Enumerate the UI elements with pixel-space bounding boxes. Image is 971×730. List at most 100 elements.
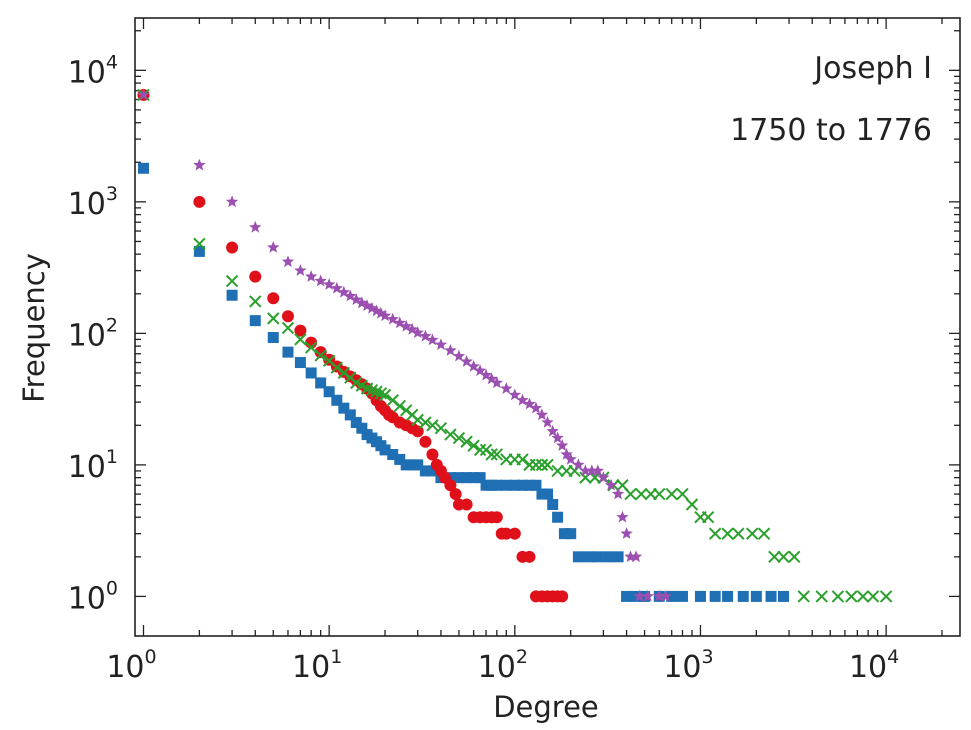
data-point-square <box>379 444 391 456</box>
data-point-x <box>746 527 759 540</box>
data-point-star <box>294 264 307 276</box>
data-point-square <box>480 479 492 491</box>
data-point-square <box>737 590 749 602</box>
y-tick-label: 102 <box>68 314 118 353</box>
x-tick-label: 104 <box>849 646 899 685</box>
data-point-square <box>249 315 261 327</box>
data-point-star <box>322 278 336 290</box>
data-point-square <box>530 479 542 491</box>
data-point-x <box>426 419 439 432</box>
data-point-square <box>315 377 327 389</box>
annotation-2: 1750 to 1776 <box>730 113 932 148</box>
data-point-x <box>460 435 473 448</box>
data-point-star <box>444 344 457 356</box>
data-point-x <box>294 333 307 346</box>
data-point-star <box>386 312 399 325</box>
data-point-star <box>653 589 666 602</box>
data-point-square <box>419 465 431 477</box>
data-point-x <box>541 458 554 472</box>
data-point-circle <box>294 324 307 337</box>
data-point-square <box>603 551 615 563</box>
data-point-star <box>659 589 672 602</box>
data-point-x <box>434 422 448 435</box>
data-point-star <box>350 293 363 306</box>
data-point-square <box>474 472 486 484</box>
data-point-x <box>665 487 678 501</box>
data-point-x <box>516 453 529 466</box>
data-point-star <box>551 431 564 444</box>
y-tick-label: 100 <box>68 577 118 616</box>
data-point-square <box>468 472 480 484</box>
x-tick-label: 103 <box>663 646 713 685</box>
data-point-star <box>516 393 529 406</box>
data-point-star <box>405 323 419 335</box>
data-point-square <box>765 590 777 602</box>
data-point-square <box>516 479 528 491</box>
data-point-x <box>757 527 771 540</box>
data-point-star <box>523 397 536 410</box>
data-point-x <box>708 527 722 540</box>
data-point-x <box>653 487 666 501</box>
data-point-x <box>337 366 351 380</box>
data-point-square <box>572 551 584 563</box>
data-point-x <box>535 458 549 472</box>
data-point-x <box>444 428 457 441</box>
data-point-star <box>633 589 646 602</box>
data-point-star <box>479 368 493 381</box>
data-point-square <box>552 511 564 523</box>
data-point-star <box>330 281 344 294</box>
data-point-star <box>249 220 262 233</box>
data-point-x <box>467 439 480 452</box>
data-point-x <box>676 487 689 501</box>
data-point-square <box>294 357 306 369</box>
data-point-square <box>323 386 335 398</box>
data-point-square <box>344 409 356 421</box>
data-point-x <box>304 341 318 354</box>
data-point-star <box>529 401 543 414</box>
data-point-square <box>709 590 721 602</box>
data-point-square <box>621 590 633 602</box>
data-point-x <box>721 527 734 540</box>
data-point-x <box>378 388 392 402</box>
data-point-square <box>565 528 577 540</box>
data-point-square <box>387 448 399 460</box>
data-point-circle <box>226 241 239 254</box>
data-point-x <box>281 321 295 335</box>
data-point-x <box>411 413 424 427</box>
data-point-star <box>411 326 424 339</box>
data-point-square <box>350 417 362 429</box>
data-point-circle <box>556 590 569 603</box>
data-point-square <box>356 422 368 434</box>
plot-frame <box>134 17 961 637</box>
data-point-star <box>473 364 487 376</box>
data-point-star <box>560 447 573 460</box>
data-point-circle <box>444 479 457 492</box>
data-point-square <box>612 551 624 563</box>
data-point-square <box>676 590 688 602</box>
data-point-circle <box>249 270 262 283</box>
data-marks <box>137 88 893 603</box>
data-point-circle <box>508 527 521 540</box>
data-point-star <box>344 289 357 302</box>
data-point-square <box>509 479 521 491</box>
data-point-star <box>467 359 480 372</box>
data-point-x <box>685 498 699 511</box>
data-point-circle <box>193 195 206 208</box>
data-point-square <box>331 394 343 406</box>
data-point-star <box>620 527 633 539</box>
data-point-star <box>579 464 592 477</box>
data-point-x <box>485 448 498 461</box>
data-point-circle <box>419 435 432 448</box>
x-tick-label: 100 <box>106 646 156 685</box>
data-point-star <box>546 424 559 437</box>
data-point-x <box>797 590 810 603</box>
data-point-x <box>831 590 845 603</box>
data-point-circle <box>523 550 536 563</box>
data-point-x <box>419 416 432 429</box>
series-star <box>137 88 672 602</box>
data-point-circle <box>281 310 294 323</box>
data-point-star <box>460 355 473 367</box>
data-point-star <box>508 388 521 401</box>
data-point-star <box>556 439 569 451</box>
data-point-star <box>378 309 392 322</box>
